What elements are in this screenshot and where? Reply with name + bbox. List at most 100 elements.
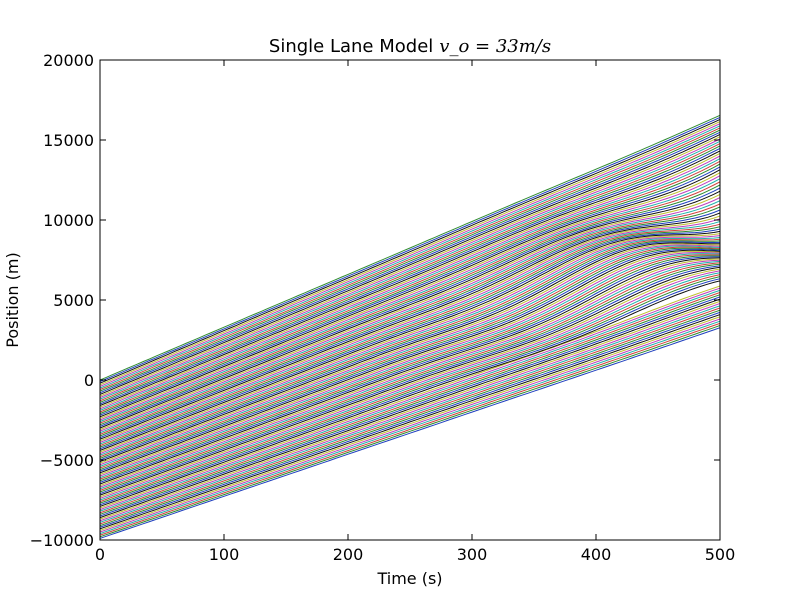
trajectory-line [100, 316, 720, 531]
trajectory-line [100, 262, 720, 491]
trajectory-line [100, 252, 720, 477]
trajectory-line [100, 247, 720, 471]
trajectory-line [100, 289, 720, 512]
trajectory-line [100, 280, 720, 507]
trajectory-line [100, 303, 720, 522]
trajectory-line [100, 249, 720, 474]
trajectory-line [100, 163, 720, 415]
trajectory-line [100, 320, 720, 535]
trajectory-line [100, 265, 720, 495]
trajectory-line [100, 131, 720, 394]
trajectory-line [100, 114, 720, 381]
trajectory-line [100, 260, 720, 490]
trajectory-line [100, 181, 720, 424]
trajectory-line [100, 307, 720, 525]
trajectory-line [100, 322, 720, 536]
x-tick-label: 400 [581, 545, 612, 564]
trajectory-line [100, 215, 720, 442]
y-axis-label: Position (m) [3, 252, 22, 347]
chart-title: Single Lane Model v_o = 33m/s [269, 36, 551, 57]
y-tick-label: 15000 [43, 131, 94, 150]
y-tick-label: −10000 [30, 531, 94, 550]
trajectory-line [100, 276, 720, 504]
trajectory-line [100, 259, 720, 488]
trajectory-line [100, 212, 720, 440]
trajectory-line [100, 134, 720, 395]
trajectory-line [100, 237, 720, 456]
trajectory-line [100, 255, 720, 482]
trajectory-line [100, 140, 720, 400]
trajectory-line [100, 257, 720, 485]
trajectory-line [100, 258, 720, 487]
trajectory-line [100, 287, 720, 511]
x-tick-label: 200 [333, 545, 364, 564]
plot-frame [99, 59, 721, 541]
trajectory-line [100, 223, 720, 447]
trajectory-line [100, 305, 720, 523]
trajectory-line [100, 125, 720, 389]
trajectory-line [100, 245, 720, 467]
trajectory-line [100, 209, 720, 439]
trajectory-line [100, 206, 720, 437]
series-layer [100, 114, 720, 539]
trajectory-line [100, 152, 720, 408]
x-tick-label: 500 [705, 545, 736, 564]
trajectory-line [100, 129, 720, 392]
trajectory-line [100, 244, 720, 466]
trajectory-line [100, 266, 720, 496]
trajectory-line [100, 187, 720, 427]
trajectory-line [100, 178, 720, 423]
trajectory-line [100, 197, 720, 432]
trajectory-line [100, 270, 720, 499]
trajectory-line [100, 221, 720, 445]
trajectory-line [100, 150, 720, 407]
trajectory-line [100, 123, 720, 387]
trajectory-line [100, 143, 720, 402]
trajectory-line [100, 274, 720, 503]
trajectory-line [100, 285, 720, 509]
trajectory-line [100, 318, 720, 533]
trajectory-line [100, 300, 720, 520]
x-tick-label: 300 [457, 545, 488, 564]
trajectory-line [100, 256, 720, 483]
trajectory-line [100, 193, 720, 431]
trajectory-line [100, 203, 720, 435]
trajectory-line [100, 240, 720, 459]
trajectory-line [100, 200, 720, 434]
trajectory-line [100, 248, 720, 472]
trajectory-line [100, 147, 720, 405]
trajectory-line [100, 296, 720, 517]
trajectory-line [100, 327, 720, 539]
trajectory-line [100, 314, 720, 530]
trajectory-line [100, 311, 720, 528]
trajectory-line [100, 138, 720, 399]
trajectory-line [100, 238, 720, 458]
trajectory-line [100, 160, 720, 413]
trajectory-line [100, 246, 720, 469]
y-tick-label: 20000 [43, 51, 94, 70]
trajectory-line [100, 169, 720, 418]
trajectory-line [100, 243, 720, 464]
tick-layer: 0 100 200 300 400 500 −10000 −5000 0 5000 10000 150… [30, 51, 736, 564]
trajectory-line [100, 218, 720, 443]
y-tick-label: 0 [84, 371, 94, 390]
trajectory-line [100, 278, 720, 506]
x-tick-label: 0 [95, 545, 105, 564]
trajectory-line [100, 235, 720, 455]
trajectory-line [100, 254, 720, 480]
trajectory-line [100, 268, 720, 498]
trajectory-line [100, 230, 720, 451]
trajectory-line [100, 172, 720, 419]
trajectory-line [100, 166, 720, 416]
trajectory-line [100, 145, 720, 403]
trajectory-line [100, 190, 720, 429]
trajectory-line [100, 158, 720, 411]
trajectory-line [100, 242, 720, 463]
trajectory-line [100, 121, 720, 386]
trajectory-line [100, 298, 720, 519]
trajectory-line [100, 228, 720, 450]
trajectory-line [100, 292, 720, 514]
trajectory-line [100, 272, 720, 501]
y-tick-label: 10000 [43, 211, 94, 230]
